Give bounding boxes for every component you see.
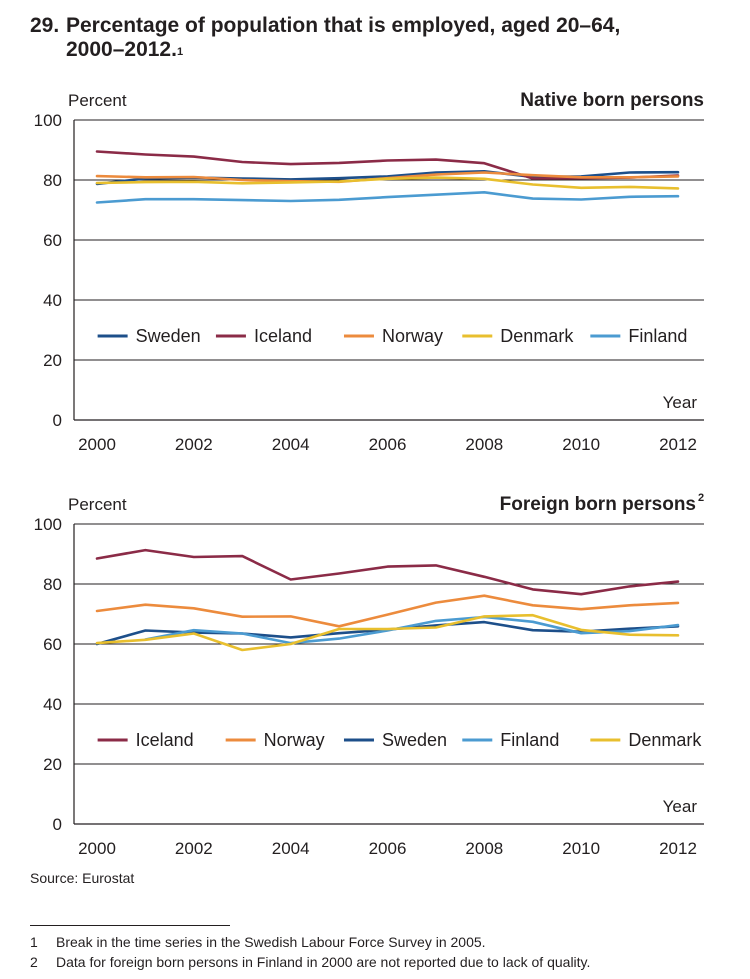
y-axis-label: Percent — [68, 91, 127, 110]
y-tick-label: 60 — [43, 635, 62, 654]
x-tick-label: 2010 — [562, 839, 600, 858]
x-tick-label: 2002 — [175, 839, 213, 858]
x-tick-label: 2008 — [465, 435, 503, 454]
series-line-finland — [95, 191, 680, 204]
footnote-number: 2 — [30, 954, 38, 970]
footnote-text: Data for foreign born persons in Finland… — [56, 954, 591, 970]
chart-title: Native born persons — [520, 90, 704, 111]
source-note: Source: Eurostat — [30, 870, 135, 886]
chart-title: Foreign born persons — [500, 494, 696, 515]
y-tick-label: 80 — [43, 171, 62, 190]
y-tick-label: 100 — [34, 515, 62, 534]
x-axis-label: Year — [663, 797, 698, 816]
figure-title-line1: Percentage of population that is employe… — [66, 14, 621, 37]
x-tick-label: 2010 — [562, 435, 600, 454]
y-tick-label: 40 — [43, 695, 62, 714]
x-tick-label: 2012 — [659, 435, 697, 454]
x-tick-label: 2012 — [659, 839, 697, 858]
x-tick-label: 2006 — [369, 839, 407, 858]
y-tick-label: 40 — [43, 291, 62, 310]
figure-number: 29. — [30, 14, 60, 37]
legend: Sweden Iceland Norway Denmark Finland — [97, 326, 687, 346]
y-axis-label: Percent — [68, 495, 127, 514]
x-tick-label: 2006 — [369, 435, 407, 454]
y-tick-label: 60 — [43, 231, 62, 250]
footnote-number: 1 — [30, 934, 38, 950]
legend: Iceland Norway Sweden Finland Denmark — [97, 730, 702, 750]
legend-label-norway: Norway — [264, 730, 325, 750]
chart-native-born: 0 20 40 60 80 100 2000 2002 2004 2006 2008 2010 2012… — [34, 90, 704, 454]
legend-label-sweden: Sweden — [136, 326, 201, 346]
legend-label-denmark: Denmark — [628, 730, 702, 750]
x-tick-label: 2004 — [272, 435, 310, 454]
legend-label-iceland: Iceland — [254, 326, 312, 346]
legend-label-sweden: Sweden — [382, 730, 447, 750]
footnote-divider — [30, 925, 230, 926]
x-tick-label: 2000 — [78, 839, 116, 858]
y-tick-label: 100 — [34, 111, 62, 130]
figure-title-footnote-ref: 1 — [176, 46, 184, 58]
chart-foreign-born: 0 20 40 60 80 100 2000 2002 2004 2006 2008 2010 2012… — [34, 492, 705, 858]
legend-label-denmark: Denmark — [500, 326, 574, 346]
x-axis-label: Year — [663, 393, 698, 412]
y-tick-label: 0 — [53, 815, 62, 834]
footnote-2: 2 Data for foreign born persons in Finlan… — [30, 954, 590, 970]
series-line-norway — [95, 594, 680, 628]
y-tick-label: 0 — [53, 411, 62, 430]
x-tick-label: 2004 — [272, 839, 310, 858]
series-line-finland — [144, 615, 680, 645]
footnote-text: Break in the time series in the Swedish … — [56, 934, 486, 950]
legend-label-finland: Finland — [628, 326, 687, 346]
legend-label-norway: Norway — [382, 326, 443, 346]
x-tick-label: 2000 — [78, 435, 116, 454]
y-tick-label: 80 — [43, 575, 62, 594]
series-line-denmark — [95, 176, 680, 190]
series-line-denmark — [95, 613, 680, 652]
series-line-iceland — [95, 548, 680, 596]
figure-title-line2: 2000–2012. — [66, 38, 177, 61]
x-tick-label: 2008 — [465, 839, 503, 858]
figure-title: 29. Percentage of population that is empl… — [30, 14, 730, 62]
y-tick-label: 20 — [43, 755, 62, 774]
footnote-1: 1 Break in the time series in the Swedish… — [30, 934, 486, 950]
legend-label-finland: Finland — [500, 730, 559, 750]
y-tick-label: 20 — [43, 351, 62, 370]
chart-title-footnote-ref: 2 — [698, 492, 704, 504]
x-tick-label: 2002 — [175, 435, 213, 454]
legend-label-iceland: Iceland — [136, 730, 194, 750]
